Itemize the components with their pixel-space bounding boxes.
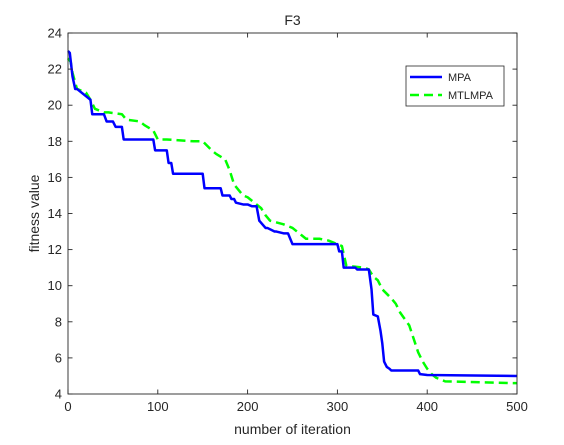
y-tick-label: 22 [48,62,62,77]
x-tick-label: 200 [237,399,259,414]
y-tick-label: 16 [48,170,62,185]
chart-title: F3 [284,12,301,28]
y-tick-label: 20 [48,98,62,113]
legend-box [405,65,505,107]
y-tick-label: 12 [48,242,62,257]
y-axis-label: fitness value [26,174,42,252]
x-tick-label: 100 [147,399,169,414]
legend-label-mpa: MPA [448,72,472,84]
y-tick-label: 8 [55,314,62,329]
y-tick-label: 4 [55,387,62,402]
legend: MPA MTLMPA [405,65,505,107]
x-tick-label: 400 [416,399,438,414]
y-tick-label: 18 [48,134,62,149]
y-tick-label: 24 [48,26,62,41]
x-tick-label: 500 [506,399,528,414]
y-tick-label: 10 [48,278,62,293]
ticks-layer: 0 100 200 300 400 500 4 6 8 10 12 14 16 18 20 22 24 [48,26,528,415]
y-tick-label: 6 [55,350,62,365]
series-layer [66,50,518,385]
legend-label-mtlmpa: MTLMPA [448,90,494,102]
series-line-mpa [67,50,518,378]
y-tick-label: 14 [48,206,62,221]
x-axis-label: number of iteration [234,421,351,437]
x-tick-label: 0 [64,399,71,414]
series-line-mtlmpa [66,57,518,385]
x-tick-label: 300 [327,399,349,414]
